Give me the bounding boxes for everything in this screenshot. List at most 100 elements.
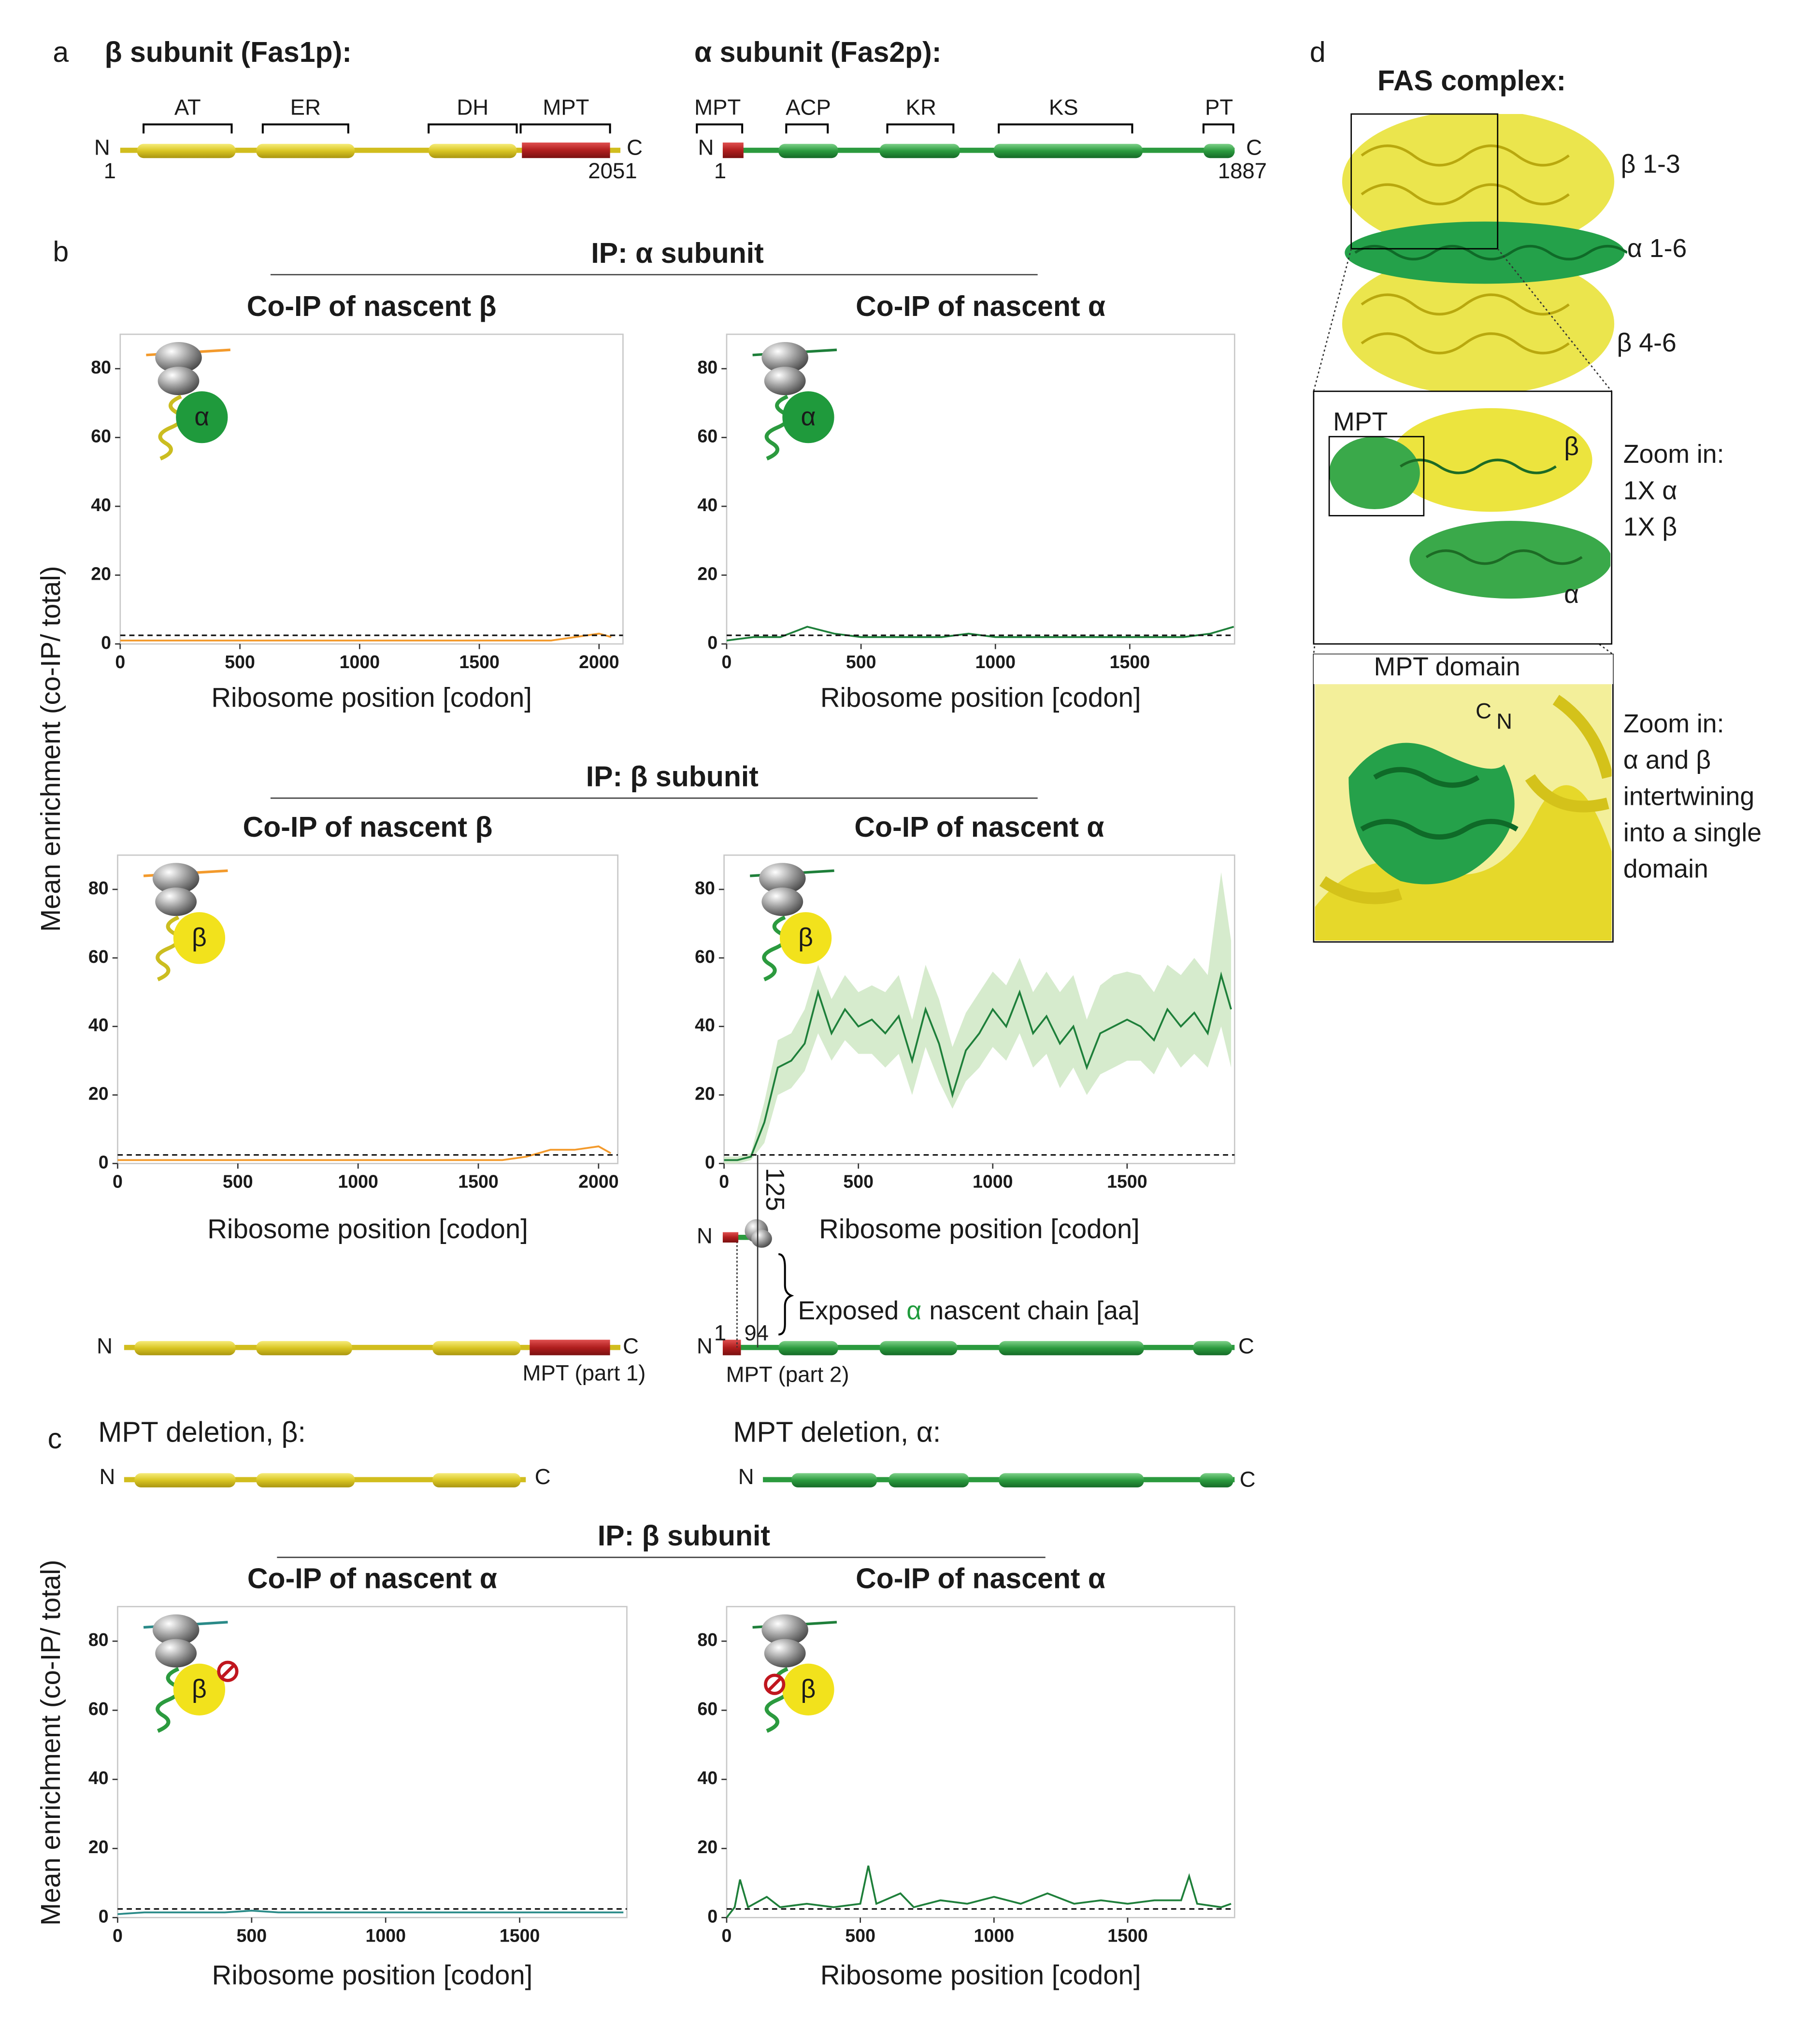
dimer-structure [1329,408,1611,599]
structure-label: MPT [1333,407,1388,436]
complex-structure [1342,114,1627,396]
x-axis-label: Ribosome position [codon] [207,1214,528,1244]
domain-label: KR [906,95,936,119]
inset-ribosome [158,367,200,396]
terminus-label: C [1476,699,1491,723]
domain [1203,143,1235,158]
y-tick-label: 40 [697,495,717,515]
section-title: IP: α subunit [591,237,763,269]
end: 1887 [1218,158,1267,183]
y-tick-label: 40 [91,495,111,515]
x-axis-label: Ribosome position [codon] [211,682,532,713]
exposed-label: Exposed α nascent chain [aa] [798,1296,1140,1325]
x-tick-label: 500 [225,652,255,672]
ribosome [751,1229,772,1248]
domain [778,143,838,158]
chart-title: Co-IP of nascent α [854,811,1104,843]
y-tick-label: 20 [88,1837,109,1857]
zoom-text: Zoom in: [1623,709,1724,738]
zoom-text: intertwining [1623,782,1754,811]
domain [134,1341,236,1356]
y-tick-label: 80 [697,1629,717,1650]
y-tick-label: 20 [697,1837,717,1857]
zoom-guide [1313,248,1614,655]
x-tick-label: 1500 [458,1172,498,1192]
plot-frame [117,854,619,1164]
exposed-text: α [906,1296,921,1325]
n-term: N [697,1333,713,1358]
y-tick-label: 20 [88,1084,109,1104]
x-tick-label: 0 [115,652,125,672]
y-tick-label: 40 [88,1768,109,1788]
zoom-text: 1X α [1623,476,1677,505]
panel-labels: a b c d [48,36,1326,1455]
x-tick-label: 1000 [340,652,380,672]
panel-label: c [48,1423,62,1455]
y-tick-label: 80 [88,1629,109,1650]
x-tick-label: 1000 [365,1926,406,1946]
structure-title: MPT domain [1374,652,1520,681]
y-tick-label: 60 [88,946,109,967]
x-tick-label: 0 [722,1926,732,1946]
y-tick-label: 40 [88,1015,109,1035]
start: 1 [104,158,116,183]
y-tick-label: 0 [99,1152,109,1172]
inset-coil [156,915,181,982]
exposed-text: nascent chain [aa] [929,1296,1139,1325]
inset-ribosome [764,1639,806,1668]
structure-label: β [1564,432,1579,461]
n-term: N [738,1464,754,1489]
inset-ribosome [155,342,202,373]
section-title: IP: β subunit [586,760,759,792]
x-tick-label: 2000 [578,1172,619,1192]
n-term: N [97,1333,113,1358]
inset-subunit [779,912,832,964]
complex-title: FAS complex: [1377,65,1566,97]
inset-ribosome [155,887,197,916]
x-tick-label: 1000 [974,1926,1015,1946]
x-tick-label: 1500 [459,652,500,672]
exposed-end: 94 [744,1320,769,1345]
y-tick-label: 80 [695,878,715,898]
bracket [143,123,611,134]
domain [722,143,744,158]
n-term: N [698,135,714,159]
inset-ribosome [764,367,806,396]
terminus-label: N [1496,709,1512,734]
plot-frame [726,333,1235,645]
chart: 0 20 40 60 80 0 500 1000 1500 2000 Co-IP of nascen… [88,811,619,1244]
inset-label: β [801,1674,816,1703]
chart-title: Co-IP of nascent β [243,811,493,843]
domain-label: KS [1049,95,1078,119]
y-tick-label: 20 [697,563,717,584]
x-axis-label: Ribosome position [codon] [820,682,1141,713]
inset-ribosome [761,342,808,373]
subunit-title: α subunit (Fas2p): [694,36,942,68]
domain-label: ER [290,95,321,119]
domain-label: DH [457,95,488,119]
bracket [696,123,1234,134]
chart-title: Co-IP of nascent β [247,290,497,322]
c-term: C [1240,1467,1256,1492]
inset-label: β [192,923,207,952]
inset-label: β [798,923,813,952]
chart: 0 20 40 60 80 0 500 1000 1500 Co-IP of nascent α R… [35,1560,628,1990]
domain [134,1473,236,1487]
exposed-text: Exposed [798,1296,899,1325]
x-tick-label: 1000 [973,1172,1013,1192]
panel-c-maps: MPT deletion, β: MPT deletion, α: N C N … [98,1416,1255,1492]
inset-subunit [173,1663,226,1715]
y-tick-label: 0 [707,1906,717,1926]
y-tick-label: 60 [91,426,111,446]
y-tick-label: 60 [88,1699,109,1719]
domain [791,1473,877,1487]
deletion-title: MPT deletion, β: [98,1416,306,1448]
y-tick-label: 0 [705,1152,715,1172]
domain [722,1340,741,1356]
y-tick-label: 0 [101,632,111,653]
y-tick-label: 20 [695,1084,715,1104]
domain [530,1340,610,1356]
n-term: N [697,1223,713,1248]
section-title: IP: β subunit [598,1520,770,1552]
